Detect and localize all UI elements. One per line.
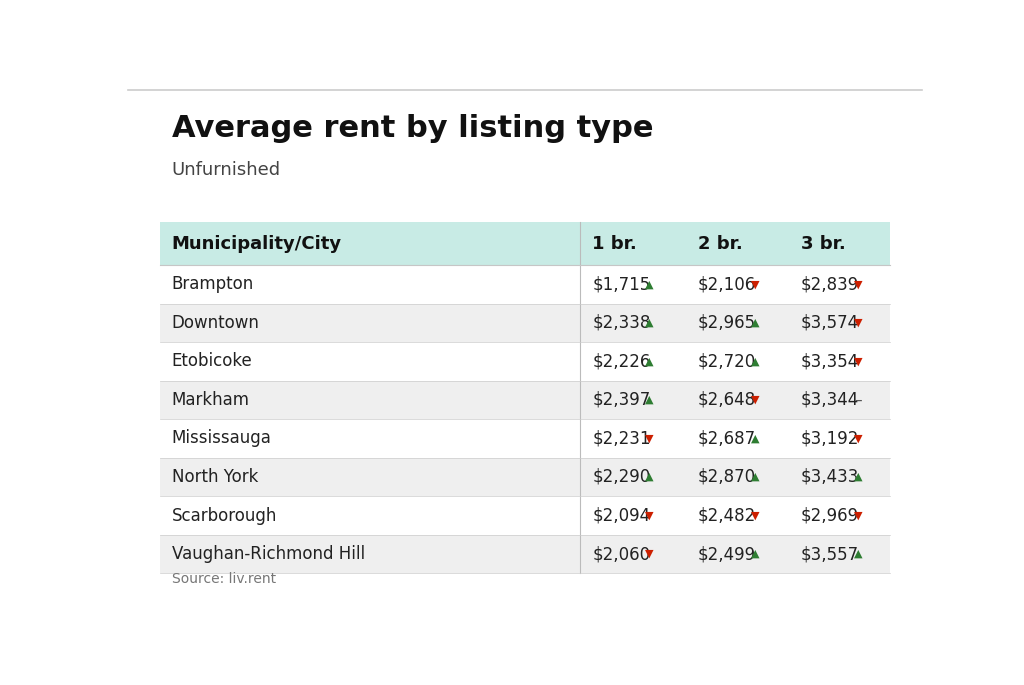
Text: ▼: ▼ xyxy=(854,510,862,521)
Text: $2,648: $2,648 xyxy=(697,391,756,409)
Text: $2,482: $2,482 xyxy=(697,506,756,525)
Text: ▼: ▼ xyxy=(645,510,654,521)
Text: Etobicoke: Etobicoke xyxy=(172,353,252,371)
Text: Vaughan-Richmond Hill: Vaughan-Richmond Hill xyxy=(172,545,365,563)
Text: Scarborough: Scarborough xyxy=(172,506,278,525)
Text: $3,557: $3,557 xyxy=(801,545,859,563)
Text: Municipality/City: Municipality/City xyxy=(172,234,342,253)
Bar xyxy=(160,535,890,573)
Text: $2,965: $2,965 xyxy=(697,314,756,332)
Text: $2,839: $2,839 xyxy=(801,275,859,293)
Bar xyxy=(160,381,890,419)
Text: 1 br.: 1 br. xyxy=(592,234,637,253)
Text: $2,720: $2,720 xyxy=(697,353,756,371)
Text: $2,870: $2,870 xyxy=(697,468,756,486)
Text: $1,715: $1,715 xyxy=(592,275,650,293)
Text: ▼: ▼ xyxy=(854,356,862,366)
Text: ▲: ▲ xyxy=(645,472,654,482)
Text: ▼: ▼ xyxy=(751,395,760,405)
Text: ▼: ▼ xyxy=(645,549,654,559)
Text: $2,094: $2,094 xyxy=(592,506,650,525)
Text: $3,433: $3,433 xyxy=(801,468,859,486)
Text: ▲: ▲ xyxy=(645,356,654,366)
Text: Brampton: Brampton xyxy=(172,275,254,293)
Text: Downtown: Downtown xyxy=(172,314,259,332)
Text: $2,060: $2,060 xyxy=(592,545,650,563)
Text: Mississauga: Mississauga xyxy=(172,429,271,447)
Text: ▲: ▲ xyxy=(645,395,654,405)
Text: $2,397: $2,397 xyxy=(592,391,650,409)
Text: ▲: ▲ xyxy=(854,549,862,559)
Bar xyxy=(160,303,890,342)
Text: ▲: ▲ xyxy=(854,472,862,482)
Text: ▲: ▲ xyxy=(645,318,654,328)
Text: 3 br.: 3 br. xyxy=(801,234,846,253)
Text: $3,354: $3,354 xyxy=(801,353,859,371)
Bar xyxy=(160,222,890,265)
Text: $3,192: $3,192 xyxy=(801,429,859,447)
Text: ▼: ▼ xyxy=(645,434,654,443)
Text: $2,106: $2,106 xyxy=(697,275,756,293)
Text: ▼: ▼ xyxy=(854,434,862,443)
Text: $2,231: $2,231 xyxy=(592,429,651,447)
Text: ▲: ▲ xyxy=(645,279,654,290)
Text: –: – xyxy=(854,393,862,408)
Text: ▼: ▼ xyxy=(751,279,760,290)
Text: $2,338: $2,338 xyxy=(592,314,650,332)
Text: 2 br.: 2 br. xyxy=(697,234,742,253)
Text: North York: North York xyxy=(172,468,258,486)
Text: $2,499: $2,499 xyxy=(697,545,756,563)
Bar xyxy=(160,458,890,496)
Text: $2,226: $2,226 xyxy=(592,353,650,371)
Text: $3,344: $3,344 xyxy=(801,391,859,409)
Text: ▼: ▼ xyxy=(854,318,862,328)
Text: ▲: ▲ xyxy=(751,549,760,559)
Text: ▼: ▼ xyxy=(751,510,760,521)
Text: $2,969: $2,969 xyxy=(801,506,859,525)
Text: Source: liv.rent: Source: liv.rent xyxy=(172,572,275,586)
Text: Unfurnished: Unfurnished xyxy=(172,162,281,179)
Text: ▲: ▲ xyxy=(751,318,760,328)
Text: ▲: ▲ xyxy=(751,356,760,366)
Text: $3,574: $3,574 xyxy=(801,314,859,332)
Text: Average rent by listing type: Average rent by listing type xyxy=(172,114,653,143)
Text: ▲: ▲ xyxy=(751,472,760,482)
Text: $2,687: $2,687 xyxy=(697,429,756,447)
Text: Markham: Markham xyxy=(172,391,250,409)
Text: $2,290: $2,290 xyxy=(592,468,650,486)
Text: ▲: ▲ xyxy=(751,434,760,443)
Text: ▼: ▼ xyxy=(854,279,862,290)
